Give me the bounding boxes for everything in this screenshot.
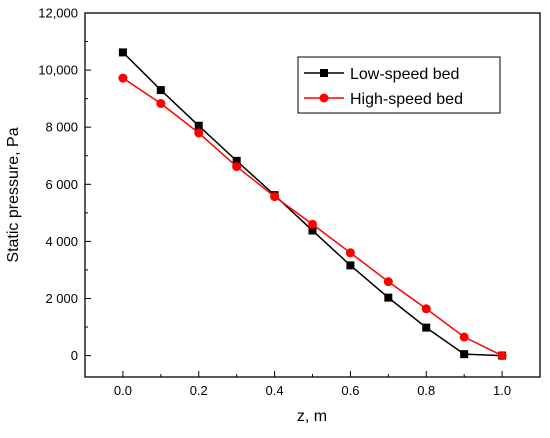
legend-marker-low-speed [320, 69, 328, 77]
x-tick-label: 0.6 [341, 383, 359, 398]
legend-label-high-speed: High-speed bed [350, 91, 463, 108]
y-tick-label: 8 000 [45, 120, 78, 135]
y-tick-label: 12,000 [38, 6, 78, 21]
series-layer [118, 48, 507, 361]
data-point [118, 73, 128, 83]
data-point [497, 351, 507, 361]
y-tick-label: 10,000 [38, 63, 78, 78]
data-point [156, 86, 165, 95]
x-tick-label: 0.4 [266, 383, 284, 398]
series-line [122, 77, 503, 357]
x-tick-label: 0.0 [114, 383, 132, 398]
legend-box [297, 56, 501, 114]
legend: Low-speed bed High-speed bed [297, 56, 501, 114]
y-tick-label: 4 000 [45, 234, 78, 249]
data-point [346, 261, 355, 270]
series-1 [118, 73, 507, 361]
data-point [345, 248, 355, 258]
data-point [460, 350, 469, 359]
y-axis-title: Static pressure, Pa [5, 127, 22, 262]
data-point [118, 48, 127, 57]
x-axis-ticks: 0.0 0.2 0.4 0.6 0.8 1.0 [84, 371, 541, 398]
series-0 [118, 48, 507, 360]
data-point [156, 99, 166, 109]
y-tick-label: 0 [71, 348, 78, 363]
legend-marker-high-speed [319, 93, 329, 103]
data-point [383, 277, 393, 287]
data-point [232, 162, 242, 172]
data-point [194, 121, 203, 130]
y-tick-label: 6 000 [45, 177, 78, 192]
x-tick-label: 1.0 [493, 383, 511, 398]
data-point [308, 226, 317, 235]
y-axis-ticks: 0 2 000 4 000 6 000 8 000 10,000 12,000 [38, 6, 91, 363]
y-tick-label: 2 000 [45, 291, 78, 306]
data-point [308, 219, 317, 229]
data-point [459, 332, 469, 342]
data-point [421, 304, 431, 314]
x-tick-label: 0.8 [417, 383, 435, 398]
data-point [270, 192, 280, 202]
x-axis-title: z, m [297, 408, 327, 425]
legend-label-low-speed: Low-speed bed [350, 66, 459, 83]
data-point [194, 128, 204, 138]
data-point [422, 323, 431, 332]
data-point [232, 156, 241, 165]
data-point [384, 293, 393, 302]
x-tick-label: 0.2 [190, 383, 208, 398]
